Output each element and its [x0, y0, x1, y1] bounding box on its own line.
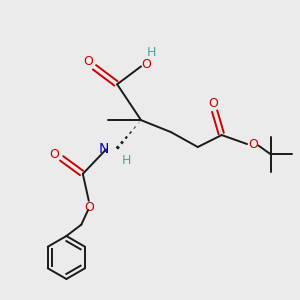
Text: O: O	[208, 97, 218, 110]
Text: O: O	[49, 148, 59, 161]
Text: O: O	[249, 137, 259, 151]
Text: O: O	[83, 56, 93, 68]
Text: O: O	[142, 58, 152, 71]
Text: O: O	[84, 201, 94, 214]
Text: N: N	[99, 142, 109, 155]
Text: H: H	[147, 46, 156, 59]
Text: H: H	[122, 154, 131, 167]
